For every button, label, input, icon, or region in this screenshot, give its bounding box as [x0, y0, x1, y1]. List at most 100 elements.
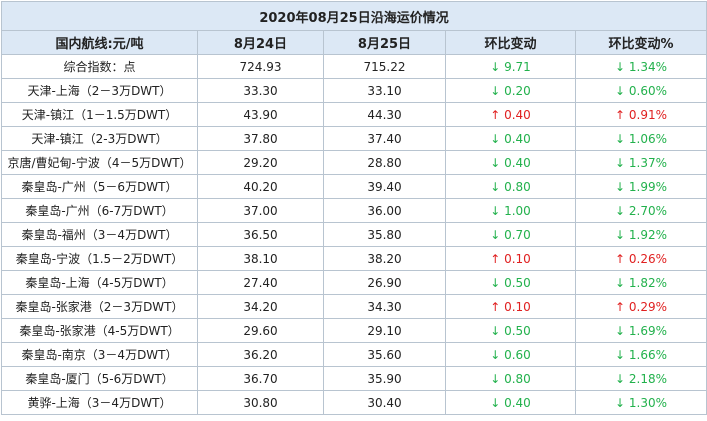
data-row: 秦皇岛-广州（5－6万DWT） 40.20 39.40 ↓ 0.80 ↓ 1.99% [1, 174, 707, 199]
price-cell: 36.00 [323, 198, 446, 223]
change-cell: ↓ 0.70 [445, 222, 576, 247]
change-cell: ↓ 1.66% [574, 342, 707, 367]
change-cell: ↑ 0.10 [445, 246, 576, 271]
header-cell: 环比变动 [445, 30, 576, 55]
data-row: 秦皇岛-张家港（2－3万DWT） 34.20 34.30 ↑ 0.10 ↑ 0.29% [1, 294, 707, 319]
change-cell: ↑ 0.40 [445, 102, 576, 127]
change-cell: ↓ 0.40 [445, 126, 576, 151]
change-cell: ↓ 0.40 [445, 150, 576, 175]
change-cell: ↓ 1.00 [445, 198, 576, 223]
change-cell: ↓ 1.37% [574, 150, 707, 175]
price-cell: 36.20 [197, 342, 324, 367]
price-cell: 37.80 [197, 126, 324, 151]
change-cell: ↓ 1.99% [574, 174, 707, 199]
price-cell: 35.90 [323, 366, 446, 391]
route-cell: 天津-上海（2－3万DWT） [1, 78, 198, 103]
route-cell: 综合指数：点 [1, 54, 198, 79]
data-row: 天津-上海（2－3万DWT） 33.30 33.10 ↓ 0.20 ↓ 0.60% [1, 78, 707, 103]
route-cell: 秦皇岛-广州（5－6万DWT） [1, 174, 198, 199]
change-cell: ↑ 0.91% [574, 102, 707, 127]
header-cell: 环比变动% [574, 30, 707, 55]
price-cell: 33.30 [197, 78, 324, 103]
data-row: 黄骅-上海（3－4万DWT） 30.80 30.40 ↓ 0.40 ↓ 1.30% [1, 390, 707, 415]
change-cell: ↓ 2.70% [574, 198, 707, 223]
route-cell: 秦皇岛-张家港（4-5万DWT） [1, 318, 198, 343]
change-cell: ↓ 1.69% [574, 318, 707, 343]
data-row: 秦皇岛-上海（4-5万DWT） 27.40 26.90 ↓ 0.50 ↓ 1.82% [1, 270, 707, 295]
price-cell: 35.80 [323, 222, 446, 247]
change-cell: ↓ 0.50 [445, 270, 576, 295]
change-cell: ↓ 1.92% [574, 222, 707, 247]
price-cell: 27.40 [197, 270, 324, 295]
change-cell: ↓ 0.80 [445, 174, 576, 199]
price-cell: 29.10 [323, 318, 446, 343]
route-cell: 黄骅-上海（3－4万DWT） [1, 390, 198, 415]
header-row: 国内航线:元/吨 8月24日 8月25日 环比变动 环比变动% [1, 30, 707, 55]
price-cell: 724.93 [197, 54, 324, 79]
price-cell: 34.30 [323, 294, 446, 319]
change-cell: ↑ 0.10 [445, 294, 576, 319]
price-cell: 30.80 [197, 390, 324, 415]
price-cell: 715.22 [323, 54, 446, 79]
price-cell: 30.40 [323, 390, 446, 415]
price-cell: 37.40 [323, 126, 446, 151]
change-cell: ↓ 1.30% [574, 390, 707, 415]
route-cell: 京唐/曹妃甸-宁波（4－5万DWT） [1, 150, 198, 175]
route-cell: 秦皇岛-南京（3－4万DWT） [1, 342, 198, 367]
price-cell: 26.90 [323, 270, 446, 295]
route-cell: 秦皇岛-福州（3－4万DWT） [1, 222, 198, 247]
route-cell: 秦皇岛-张家港（2－3万DWT） [1, 294, 198, 319]
title-row: 2020年08月25日沿海运价情况 [0, 1, 707, 31]
data-row: 秦皇岛-宁波（1.5－2万DWT） 38.10 38.20 ↑ 0.10 ↑ 0.26% [1, 246, 707, 271]
change-cell: ↓ 1.34% [574, 54, 707, 79]
change-cell: ↓ 0.50 [445, 318, 576, 343]
route-cell: 秦皇岛-厦门（5-6万DWT） [1, 366, 198, 391]
price-cell: 29.20 [197, 150, 324, 175]
change-cell: ↑ 0.26% [574, 246, 707, 271]
data-row: 京唐/曹妃甸-宁波（4－5万DWT） 29.20 28.80 ↓ 0.40 ↓ 1.37… [1, 150, 707, 175]
data-row: 天津-镇江（1－1.5万DWT） 43.90 44.30 ↑ 0.40 ↑ 0.91% [1, 102, 707, 127]
price-cell: 43.90 [197, 102, 324, 127]
change-cell: ↓ 0.20 [445, 78, 576, 103]
route-cell: 天津-镇江（2-3万DWT） [1, 126, 198, 151]
change-cell: ↓ 9.71 [445, 54, 576, 79]
change-cell: ↓ 1.82% [574, 270, 707, 295]
price-cell: 35.60 [323, 342, 446, 367]
route-cell: 秦皇岛-广州（6-7万DWT） [1, 198, 198, 223]
data-row: 天津-镇江（2-3万DWT） 37.80 37.40 ↓ 0.40 ↓ 1.06% [1, 126, 707, 151]
data-row: 秦皇岛-张家港（4-5万DWT） 29.60 29.10 ↓ 0.50 ↓ 1.69% [1, 318, 707, 343]
data-row: 秦皇岛-厦门（5-6万DWT） 36.70 35.90 ↓ 0.80 ↓ 2.18% [1, 366, 707, 391]
route-cell: 天津-镇江（1－1.5万DWT） [1, 102, 198, 127]
price-cell: 33.10 [323, 78, 446, 103]
data-row: 综合指数：点 724.93 715.22 ↓ 9.71 ↓ 1.34% [1, 54, 707, 79]
change-cell: ↑ 0.29% [574, 294, 707, 319]
data-row: 秦皇岛-福州（3－4万DWT） 36.50 35.80 ↓ 0.70 ↓ 1.92% [1, 222, 707, 247]
table-title: 2020年08月25日沿海运价情况 [0, 1, 707, 31]
price-cell: 34.20 [197, 294, 324, 319]
route-cell: 秦皇岛-宁波（1.5－2万DWT） [1, 246, 198, 271]
header-cell: 国内航线:元/吨 [1, 30, 198, 55]
data-row: 秦皇岛-广州（6-7万DWT） 37.00 36.00 ↓ 1.00 ↓ 2.70% [1, 198, 707, 223]
data-row: 秦皇岛-南京（3－4万DWT） 36.20 35.60 ↓ 0.60 ↓ 1.66% [1, 342, 707, 367]
price-cell: 40.20 [197, 174, 324, 199]
price-cell: 38.20 [323, 246, 446, 271]
price-cell: 36.70 [197, 366, 324, 391]
change-cell: ↓ 0.60 [445, 342, 576, 367]
header-cell: 8月25日 [323, 30, 446, 55]
price-cell: 39.40 [323, 174, 446, 199]
change-cell: ↓ 0.60% [574, 78, 707, 103]
price-cell: 38.10 [197, 246, 324, 271]
price-cell: 29.60 [197, 318, 324, 343]
price-cell: 44.30 [323, 102, 446, 127]
change-cell: ↓ 1.06% [574, 126, 707, 151]
change-cell: ↓ 0.40 [445, 390, 576, 415]
header-cell: 8月24日 [197, 30, 324, 55]
change-cell: ↓ 2.18% [574, 366, 707, 391]
route-cell: 秦皇岛-上海（4-5万DWT） [1, 270, 198, 295]
change-cell: ↓ 0.80 [445, 366, 576, 391]
price-cell: 37.00 [197, 198, 324, 223]
price-cell: 28.80 [323, 150, 446, 175]
